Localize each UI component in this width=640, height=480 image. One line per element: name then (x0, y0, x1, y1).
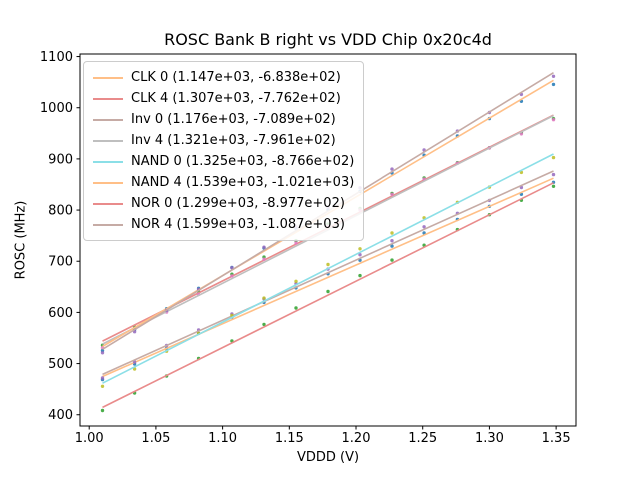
legend-item-inv-4: Inv 4 (1.321e+03, -7.961e+02) (93, 130, 354, 151)
chart-title: ROSC Bank B right vs VDD Chip 0x20c4d (164, 30, 492, 49)
legend-line-swatch-clk-4 (93, 97, 123, 100)
legend-line-swatch-nor-0 (93, 202, 123, 205)
x-axis-label: VDDD (V) (296, 450, 360, 465)
legend-item-label: Inv 4 (1.321e+03, -7.961e+02) (131, 133, 336, 148)
data-point-nor-0 (390, 258, 394, 262)
data-point-inv-4 (551, 118, 556, 122)
data-point-nand-0 (294, 279, 298, 283)
legend-item-label: NAND 0 (1.325e+03, -8.766e+02) (131, 154, 355, 169)
fit-line-inv-0 (102, 170, 554, 376)
data-point-inv-0 (100, 376, 105, 380)
axes-frame (79, 53, 577, 427)
legend-line-swatch-nor-4 (93, 223, 123, 226)
legend-item-label: NOR 4 (1.599e+03, -1.087e+03) (131, 217, 345, 232)
y-tick-label: 700 (48, 255, 73, 270)
x-tick-label: 1.25 (408, 431, 437, 446)
data-point-inv-4 (390, 192, 394, 196)
x-tick-label: 1.30 (475, 431, 504, 446)
legend-item-label: Inv 0 (1.176e+03, -7.089e+02) (131, 112, 336, 127)
legend-item-clk-4: CLK 4 (1.307e+03, -7.762e+02) (93, 88, 354, 109)
x-tick-label: 1.00 (75, 431, 104, 446)
data-point-nor-0 (358, 273, 362, 278)
y-tick-label: 900 (48, 152, 73, 167)
data-point-nor-0 (326, 289, 330, 294)
legend-item-nor-0: NOR 0 (1.299e+03, -8.977e+02) (93, 193, 354, 214)
legend-line-swatch-nand-0 (93, 160, 123, 163)
data-point-inv-4 (262, 257, 266, 261)
data-point-nand-0 (100, 384, 105, 388)
legend-line-swatch-inv-4 (93, 139, 123, 142)
fit-line-nand-0 (102, 153, 554, 384)
x-tick-label: 1.15 (275, 431, 304, 446)
legend-item-nand-0: NAND 0 (1.325e+03, -8.766e+02) (93, 151, 354, 172)
y-tick-label: 500 (48, 357, 73, 372)
x-tick-label: 1.35 (542, 431, 571, 446)
legend-item-label: NOR 0 (1.299e+03, -8.977e+02) (131, 196, 345, 211)
data-point-nand-0 (262, 296, 266, 300)
y-tick-label: 1100 (40, 50, 73, 65)
legend-line-swatch-inv-0 (93, 118, 123, 121)
x-tick-label: 1.05 (141, 431, 170, 446)
legend-item-label: CLK 4 (1.307e+03, -7.762e+02) (131, 91, 341, 106)
x-tick-label: 1.10 (208, 431, 237, 446)
fit-line-clk-0 (102, 177, 554, 378)
data-point-nor-0 (100, 408, 105, 413)
data-point-inv-0 (551, 172, 556, 177)
data-point-nor-4 (551, 74, 556, 79)
data-point-nor-0 (551, 184, 556, 188)
data-point-nand-0 (551, 155, 556, 160)
data-point-nand-0 (358, 247, 362, 251)
data-point-nand-0 (390, 231, 394, 235)
data-point-nor-4 (262, 245, 266, 249)
legend-line-swatch-clk-0 (93, 76, 123, 79)
y-tick-label: 400 (48, 408, 73, 423)
data-point-inv-0 (358, 253, 362, 257)
data-point-inv-4 (294, 241, 298, 245)
data-point-nand-0 (326, 262, 330, 267)
y-tick-label: 800 (48, 204, 73, 219)
legend-item-clk-0: CLK 0 (1.147e+03, -6.838e+02) (93, 67, 354, 88)
x-tick-label: 1.20 (342, 431, 371, 446)
data-point-inv-0 (390, 239, 394, 243)
data-point-nor-4 (100, 351, 105, 355)
fit-line-nor-0 (102, 182, 554, 409)
legend-item-nand-4: NAND 4 (1.539e+03, -1.021e+03) (93, 172, 354, 193)
legend-item-label: NAND 4 (1.539e+03, -1.021e+03) (131, 175, 355, 190)
y-tick-label: 1000 (40, 101, 73, 116)
data-point-clk-0 (390, 244, 394, 248)
data-point-nor-4 (390, 167, 394, 171)
legend-line-swatch-nand-4 (93, 181, 123, 184)
data-point-nor-0 (294, 306, 298, 310)
data-point-nor-0 (262, 322, 266, 327)
legend: CLK 0 (1.147e+03, -6.838e+02) CLK 4 (1.30… (83, 61, 365, 241)
legend-item-label: CLK 0 (1.147e+03, -6.838e+02) (131, 70, 341, 85)
y-tick-label: 600 (48, 306, 73, 321)
data-point-nand-4 (551, 82, 556, 87)
legend-item-inv-0: Inv 0 (1.176e+03, -7.089e+02) (93, 109, 354, 130)
data-point-inv-4 (230, 274, 234, 278)
legend-item-nor-4: NOR 4 (1.599e+03, -1.087e+03) (93, 214, 354, 235)
data-point-inv-0 (422, 225, 426, 229)
y-axis-label: ROSC (MHz) (13, 200, 29, 280)
